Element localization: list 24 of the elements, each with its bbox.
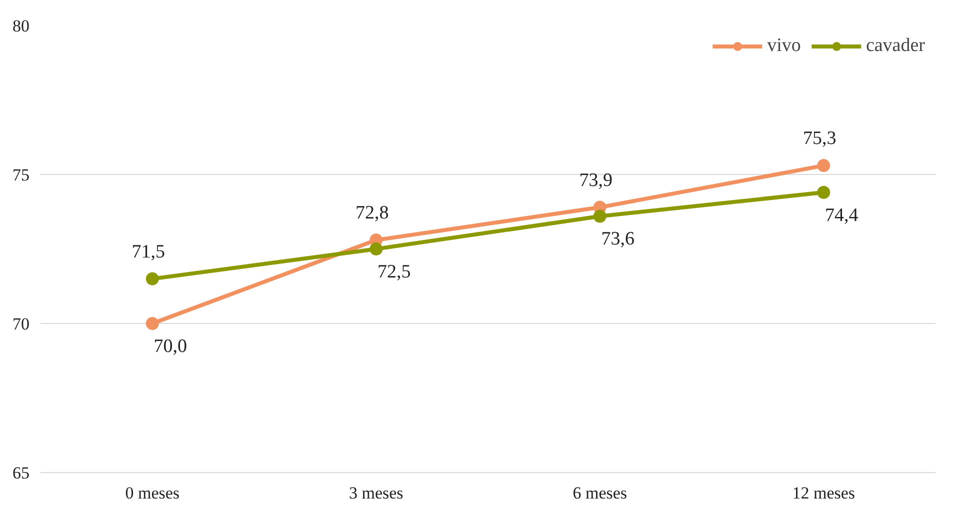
x-tick-label: 3 meses	[348, 484, 404, 502]
y-tick-label: 75	[12, 166, 30, 184]
data-label: 72,8	[356, 202, 389, 224]
x-tick-label: 12 meses	[792, 484, 856, 502]
data-label: 71,5	[132, 241, 165, 262]
y-tick-label: 70	[12, 314, 30, 334]
data-label: 75,3	[803, 128, 836, 150]
x-tick-label: 0 meses	[125, 484, 180, 502]
point	[817, 159, 830, 172]
data-label: 73,9	[579, 170, 612, 191]
data-label: 72,5	[378, 262, 411, 282]
legend-label: cavader	[866, 35, 925, 57]
x-tick-label: 6 meses	[572, 484, 628, 502]
data-label: 73,6	[601, 228, 634, 250]
point	[370, 242, 383, 256]
y-tick-label: 80	[12, 16, 30, 36]
point	[593, 210, 606, 223]
data-label: 70,0	[154, 336, 187, 357]
point	[146, 317, 159, 330]
data-label: 74,4	[825, 204, 859, 226]
point	[817, 186, 830, 199]
point	[146, 272, 159, 286]
legend-label: vivo	[767, 35, 801, 57]
y-tick-label: 65	[12, 464, 30, 482]
